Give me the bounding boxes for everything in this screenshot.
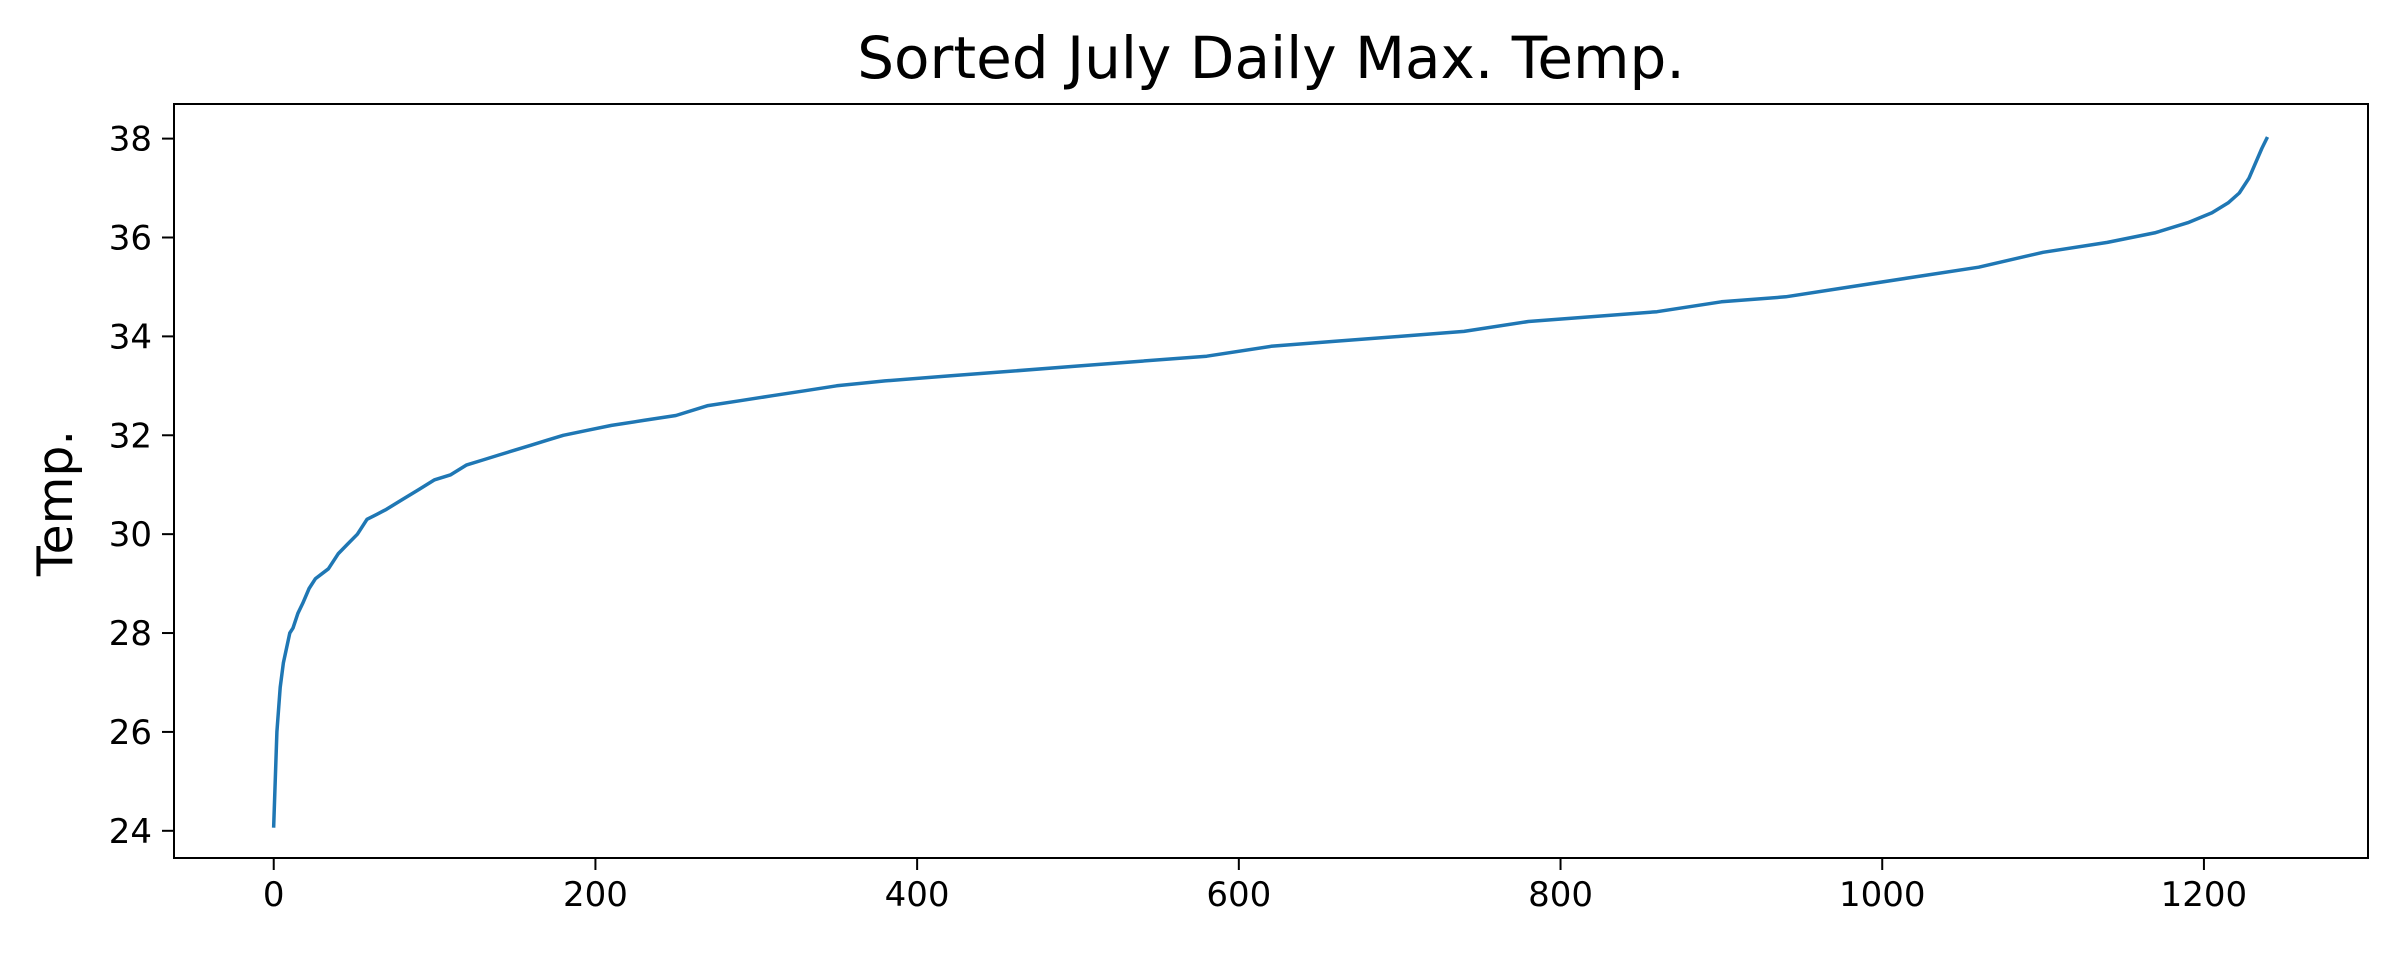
y-tick-label: 28 bbox=[109, 614, 152, 654]
y-tick-label: 30 bbox=[109, 515, 152, 555]
series-layer bbox=[271, 136, 2270, 828]
y-tick-label: 38 bbox=[109, 120, 152, 160]
plot-frame bbox=[173, 103, 2369, 859]
y-tick-label: 34 bbox=[109, 317, 152, 357]
y-axis-ticks: 24 26 28 30 32 34 36 38 bbox=[109, 120, 174, 852]
x-tick-label: 600 bbox=[1206, 875, 1271, 915]
y-tick-label: 24 bbox=[109, 812, 152, 852]
x-tick-label: 800 bbox=[1528, 875, 1593, 915]
x-tick-label: 1000 bbox=[1839, 875, 1926, 915]
y-tick-label: 36 bbox=[109, 218, 152, 258]
series-line bbox=[271, 136, 2270, 828]
y-axis-label: Temp. bbox=[27, 430, 84, 577]
x-tick-label: 200 bbox=[563, 875, 628, 915]
y-tick-label: 26 bbox=[109, 713, 152, 753]
chart-title: Sorted July Daily Max. Temp. bbox=[857, 24, 1685, 92]
x-tick-label: 0 bbox=[263, 875, 285, 915]
x-axis-ticks: 0 200 400 600 800 1000 1200 bbox=[263, 858, 2247, 915]
x-tick-label: 1200 bbox=[2161, 875, 2248, 915]
x-tick-label: 400 bbox=[885, 875, 950, 915]
y-tick-label: 32 bbox=[109, 416, 152, 456]
